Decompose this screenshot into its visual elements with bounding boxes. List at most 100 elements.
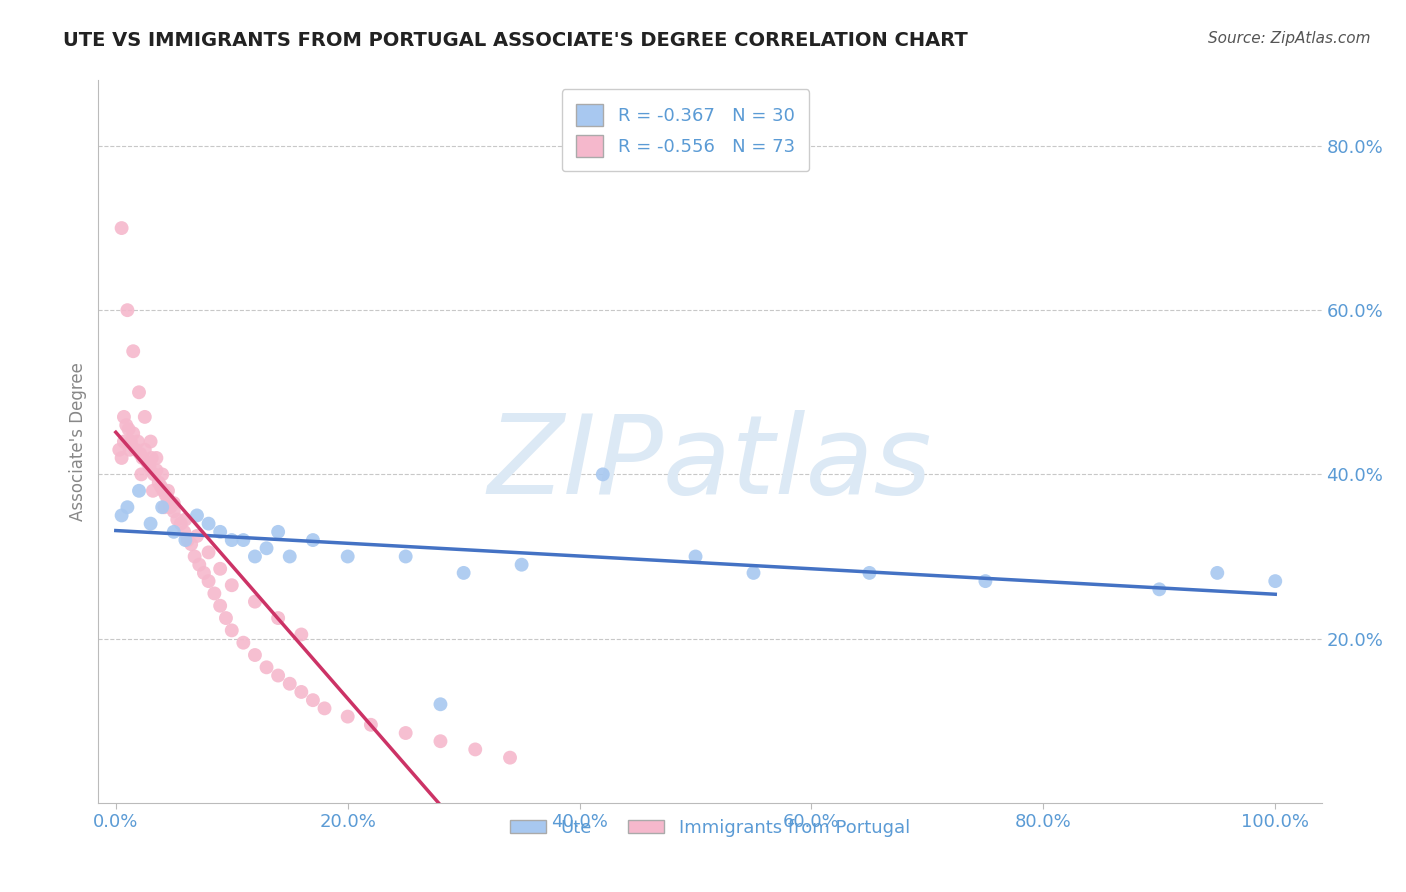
Point: [128, 483, 150, 498]
Point: [134, 409, 156, 424]
Point: [145, 463, 167, 477]
Point: [174, 533, 197, 547]
Point: [112, 434, 135, 449]
Point: [138, 459, 160, 474]
Y-axis label: Associate's Degree: Associate's Degree: [69, 362, 87, 521]
Point: [209, 599, 232, 613]
Point: [110, 508, 132, 523]
Point: [290, 685, 312, 699]
Point: [124, 442, 146, 457]
Point: [150, 500, 173, 515]
Point: [209, 562, 232, 576]
Point: [150, 467, 173, 482]
Point: [110, 450, 132, 465]
Point: [336, 709, 359, 723]
Legend: Ute, Immigrants from Portugal: Ute, Immigrants from Portugal: [503, 812, 917, 845]
Point: [267, 524, 290, 539]
Point: [499, 750, 522, 764]
Point: [360, 718, 382, 732]
Point: [128, 385, 150, 400]
Point: [176, 533, 198, 547]
Point: [148, 475, 170, 490]
Point: [243, 549, 266, 564]
Text: Source: ZipAtlas.com: Source: ZipAtlas.com: [1208, 31, 1371, 46]
Point: [1264, 574, 1286, 588]
Point: [122, 426, 145, 441]
Point: [215, 611, 238, 625]
Point: [143, 467, 166, 482]
Point: [685, 549, 707, 564]
Point: [108, 442, 131, 457]
Point: [278, 549, 301, 564]
Point: [180, 537, 202, 551]
Point: [395, 549, 418, 564]
Point: [974, 574, 997, 588]
Point: [1149, 582, 1171, 597]
Point: [592, 467, 614, 482]
Point: [267, 668, 290, 682]
Point: [159, 500, 181, 515]
Point: [110, 221, 132, 235]
Point: [150, 480, 173, 494]
Point: [429, 698, 451, 712]
Point: [129, 447, 152, 461]
Point: [142, 483, 165, 498]
Point: [122, 344, 145, 359]
Point: [139, 516, 162, 531]
Point: [188, 558, 211, 572]
Point: [395, 726, 418, 740]
Point: [243, 648, 266, 662]
Point: [232, 533, 254, 547]
Point: [453, 566, 475, 580]
Point: [117, 422, 139, 436]
Point: [152, 483, 174, 498]
Point: [232, 636, 254, 650]
Point: [141, 450, 163, 465]
Point: [163, 524, 186, 539]
Point: [155, 488, 177, 502]
Point: [156, 491, 179, 506]
Point: [202, 586, 225, 600]
Point: [186, 529, 208, 543]
Point: [163, 504, 186, 518]
Point: [429, 734, 451, 748]
Point: [256, 541, 278, 556]
Point: [134, 442, 156, 457]
Point: [131, 467, 153, 482]
Point: [112, 409, 135, 424]
Point: [197, 574, 219, 588]
Point: [118, 442, 141, 457]
Point: [115, 418, 138, 433]
Point: [290, 627, 312, 641]
Point: [336, 549, 359, 564]
Text: ZIPatlas: ZIPatlas: [488, 409, 932, 516]
Point: [153, 500, 176, 515]
Point: [183, 549, 205, 564]
Point: [120, 434, 142, 449]
Point: [156, 483, 179, 498]
Point: [267, 611, 290, 625]
Point: [166, 512, 188, 526]
Point: [1206, 566, 1229, 580]
Point: [131, 450, 153, 465]
Point: [278, 677, 301, 691]
Point: [197, 545, 219, 559]
Point: [302, 533, 325, 547]
Point: [209, 524, 232, 539]
Point: [170, 516, 193, 531]
Point: [163, 496, 186, 510]
Point: [221, 578, 243, 592]
Point: [173, 524, 195, 539]
Point: [464, 742, 486, 756]
Point: [136, 455, 159, 469]
Point: [243, 594, 266, 608]
Point: [314, 701, 336, 715]
Point: [197, 516, 219, 531]
Point: [117, 303, 139, 318]
Point: [510, 558, 533, 572]
Point: [302, 693, 325, 707]
Point: [221, 624, 243, 638]
Point: [127, 434, 149, 449]
Point: [186, 508, 208, 523]
Point: [139, 434, 162, 449]
